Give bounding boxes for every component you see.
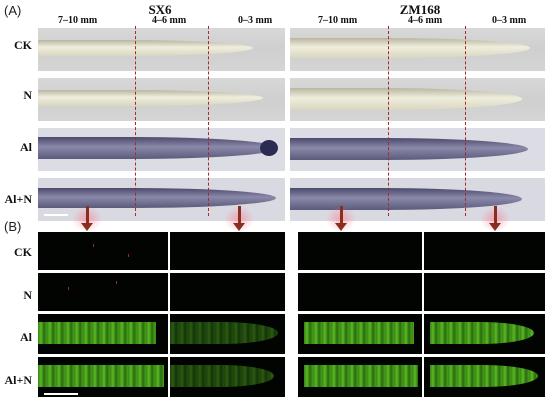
scale-bar-a-sx6 bbox=[44, 214, 68, 216]
fluo-zm168-mature-al bbox=[298, 314, 422, 354]
zone-divider-zm168-2 bbox=[465, 26, 466, 216]
row-label-b-aln: Al+N bbox=[4, 373, 32, 387]
arrow-down-zm168-apex bbox=[489, 206, 501, 231]
fluo-sx6-apex-aln bbox=[170, 357, 285, 397]
photo-sx6-ck bbox=[38, 28, 285, 71]
row-label-b-n: N bbox=[23, 288, 32, 302]
fluo-zm168-mature-n bbox=[298, 273, 422, 311]
zone-label-zm168-mature: 7–10 mm bbox=[318, 15, 358, 26]
group-title-sx6: SX6 bbox=[148, 2, 172, 17]
photo-zm168-al bbox=[290, 128, 545, 171]
fluo-sx6-apex-al bbox=[170, 314, 285, 354]
photo-sx6-n bbox=[38, 78, 285, 121]
fluo-zm168-apex-n bbox=[424, 273, 545, 311]
photo-sx6-al bbox=[38, 128, 285, 171]
row-label-a-ck: CK bbox=[14, 38, 32, 52]
fluo-sx6-mature-n bbox=[38, 273, 168, 311]
row-label-b-al: Al bbox=[20, 330, 32, 344]
arrow-down-sx6-mature bbox=[81, 206, 93, 231]
fluo-sx6-apex-n bbox=[170, 273, 285, 311]
group-title-zm168: ZM168 bbox=[399, 2, 441, 17]
arrow-down-zm168-mature bbox=[335, 206, 347, 231]
fluo-zm168-mature-ck bbox=[298, 232, 422, 270]
fluo-sx6-mature-al bbox=[38, 314, 168, 354]
row-label-a-al: Al bbox=[20, 140, 32, 154]
panel-label-b: (B) bbox=[4, 219, 22, 234]
zone-label-sx6-elongation: 4–6 mm bbox=[152, 15, 187, 26]
fluo-sx6-apex-ck bbox=[170, 232, 285, 270]
row-label-a-aln: Al+N bbox=[4, 192, 32, 206]
fluo-sx6-mature-ck bbox=[38, 232, 168, 270]
panel-label-a: (A) bbox=[4, 3, 22, 18]
scale-bar-b-sx6 bbox=[44, 393, 78, 395]
zone-label-zm168-apex: 0–3 mm bbox=[492, 15, 527, 26]
zone-label-sx6-mature: 7–10 mm bbox=[58, 15, 98, 26]
arrow-down-sx6-apex bbox=[233, 206, 245, 231]
zone-label-zm168-elongation: 4–6 mm bbox=[408, 15, 443, 26]
fluo-sx6-mature-aln bbox=[38, 357, 168, 397]
fluo-zm168-apex-aln bbox=[424, 357, 545, 397]
zone-divider-sx6-1 bbox=[135, 26, 136, 216]
row-label-b-ck: CK bbox=[14, 245, 32, 259]
zone-label-sx6-apex: 0–3 mm bbox=[238, 15, 273, 26]
photo-zm168-n bbox=[290, 78, 545, 121]
row-label-a-n: N bbox=[23, 88, 32, 102]
fluo-zm168-mature-aln bbox=[298, 357, 422, 397]
zone-divider-sx6-2 bbox=[208, 26, 209, 216]
fluo-zm168-apex-ck bbox=[424, 232, 545, 270]
photo-zm168-ck bbox=[290, 28, 545, 71]
fluo-zm168-apex-al bbox=[424, 314, 545, 354]
zone-divider-zm168-1 bbox=[388, 26, 389, 216]
